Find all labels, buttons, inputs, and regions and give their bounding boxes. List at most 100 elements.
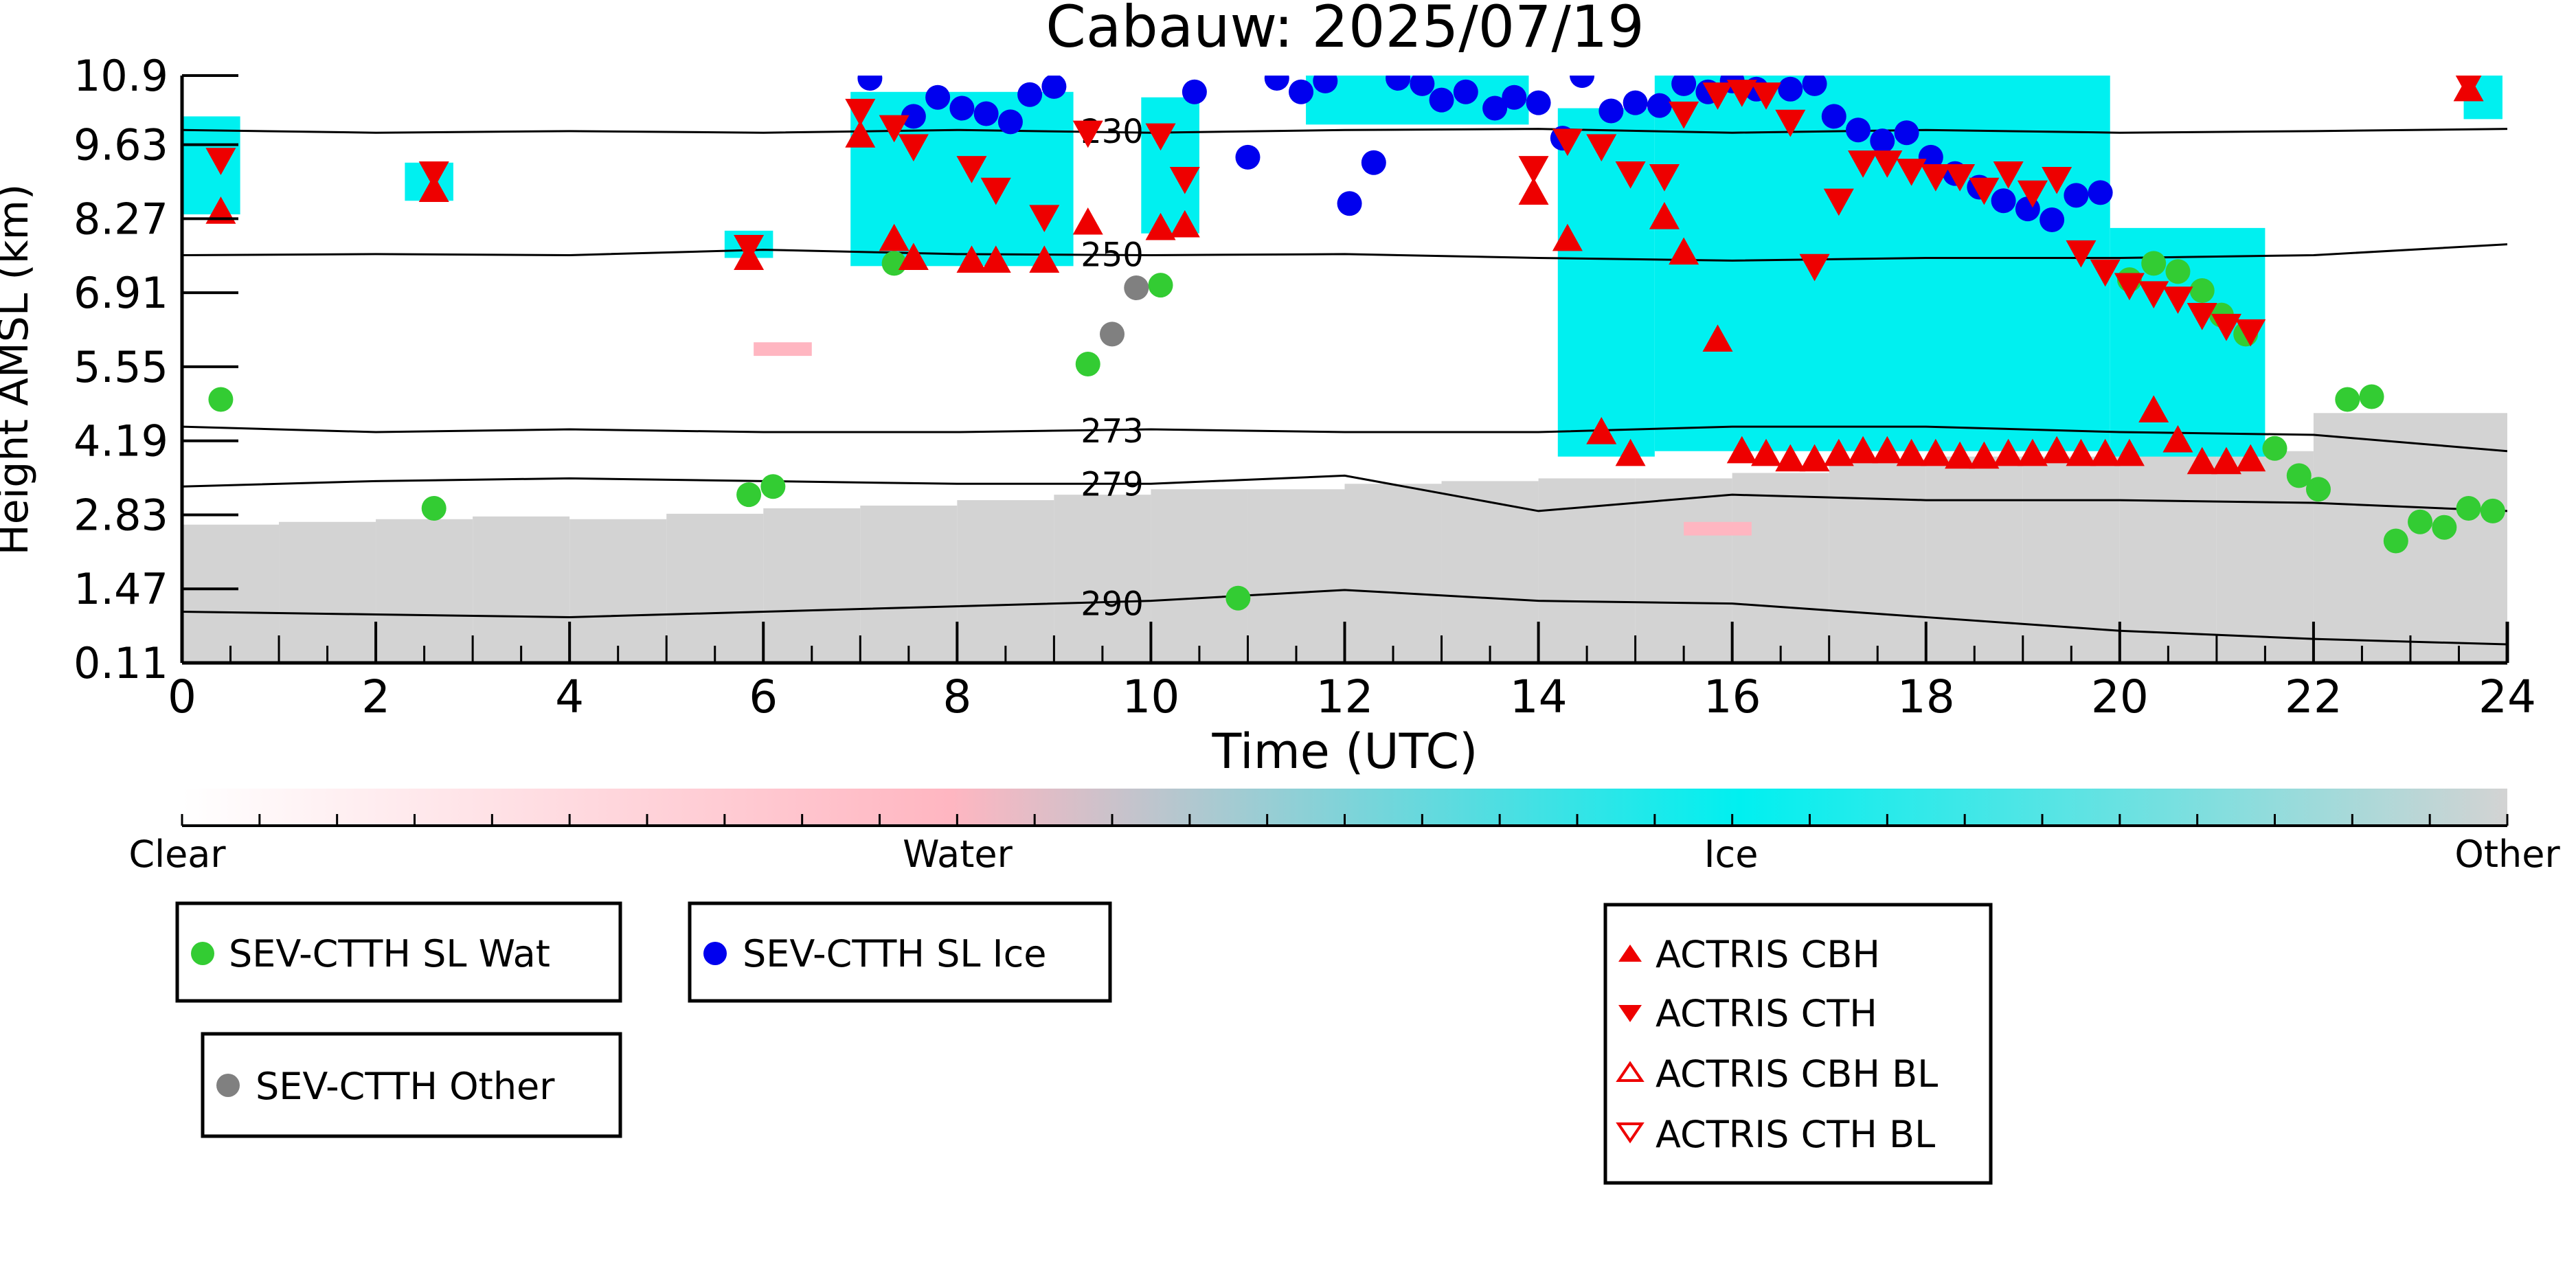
- legend-label-sev-other: SEV-CTTH Other: [256, 1065, 555, 1108]
- marker-1-point: [1337, 191, 1362, 216]
- marker-3-point: [1518, 177, 1549, 205]
- marker-3-point: [1552, 223, 1583, 251]
- marker-1-point: [1410, 76, 1435, 96]
- marker-3-point: [1848, 436, 1879, 464]
- other-phase-cell: [473, 516, 570, 663]
- marker-1-point: [857, 76, 883, 91]
- y-tick-label: 1.47: [74, 564, 168, 614]
- x-tick-label: 24: [2478, 670, 2536, 723]
- other-phase-cell: [1441, 481, 1539, 663]
- marker-1-point: [1918, 144, 1943, 170]
- marker-0-point: [760, 474, 786, 499]
- marker-0-point: [2359, 384, 2384, 409]
- x-tick-label: 20: [2091, 670, 2149, 723]
- other-phase-cell: [1344, 484, 1442, 663]
- marker-1-point: [1361, 150, 1386, 175]
- legend-label-actris-cbh-bl: ACTRIS CBH BL: [1656, 1052, 1938, 1096]
- legend-marker-sev-other: [216, 1074, 240, 1097]
- marker-1-point: [1671, 76, 1697, 96]
- axes: 0 2 4 6 8 10 12 14 16 18 20 22 240.111.472.834.195.5…: [74, 51, 2536, 723]
- contour-line: [182, 128, 2507, 134]
- contour-label: 290: [1081, 585, 1144, 624]
- marker-3-point: [2042, 436, 2072, 464]
- y-tick-label: 5.55: [74, 342, 168, 392]
- marker-4-point: [956, 156, 987, 183]
- marker-4-point: [2017, 180, 2048, 208]
- marker-0-point: [2335, 387, 2360, 412]
- marker-3-point: [1945, 441, 1976, 469]
- other-phase-cell: [1732, 473, 1829, 663]
- y-tick-label: 4.19: [74, 416, 168, 466]
- contour-line: [182, 425, 2507, 453]
- marker-4-point: [1649, 163, 1680, 192]
- x-axis-label: Time (UTC): [1212, 723, 1478, 780]
- marker-1-point: [1778, 76, 1803, 102]
- marker-4-point: [1029, 205, 1060, 233]
- y-axis-label: Height AMSL (km): [0, 184, 38, 556]
- marker-3-point: [2211, 447, 2241, 475]
- marker-4-point: [2455, 76, 2482, 99]
- legend-marker-actris-cth-bl: [1616, 1122, 1645, 1144]
- marker-1-point: [1647, 93, 1672, 118]
- marker-4-point: [1920, 163, 1951, 192]
- marker-1-point: [1453, 79, 1478, 104]
- other-phase-cell: [860, 505, 958, 663]
- marker-4-point: [1518, 156, 1549, 183]
- marker-1-point: [997, 109, 1023, 135]
- other-phase-cell: [1247, 489, 1345, 663]
- marker-1-point: [2040, 207, 2065, 232]
- colorbar-label-ice: Ice: [1704, 833, 1759, 876]
- contour-label: 250: [1081, 236, 1144, 275]
- marker-4-point: [2211, 313, 2241, 341]
- other-phase-cell: [1151, 489, 1248, 663]
- legend-marker-actris-cbh-bl: [1616, 1061, 1645, 1082]
- marker-4-point: [1969, 177, 2000, 205]
- y-tick-label: 10.9: [74, 51, 168, 101]
- marker-4-point: [1615, 161, 1646, 189]
- colorbar-ticks: [181, 814, 2509, 826]
- marker-4-point: [1896, 159, 1927, 186]
- x-tick-label: 14: [1510, 670, 1568, 723]
- marker-0-point: [2262, 436, 2287, 461]
- marker-1-point: [1821, 104, 1846, 129]
- marker-0-point: [421, 495, 447, 521]
- marker-4-point: [2187, 303, 2217, 330]
- other-phase-cell: [666, 513, 764, 663]
- colorbar-label-water: Water: [903, 833, 1013, 876]
- x-tick-label: 18: [1897, 670, 1955, 723]
- other-phase-cell: [957, 500, 1054, 663]
- other-phase-cell: [2119, 451, 2217, 663]
- legend-marker-sev-ice: [703, 942, 727, 965]
- data-markers: [205, 76, 2505, 611]
- x-tick-label: 8: [942, 670, 971, 723]
- contour-label: 273: [1081, 412, 1144, 451]
- chart-title: Cabauw: 2025/07/19: [1046, 0, 1644, 60]
- y-tick-label: 6.91: [74, 268, 168, 318]
- marker-3-point: [1993, 438, 2024, 466]
- marker-3-point: [1072, 207, 1103, 235]
- marker-3-point: [1169, 210, 1200, 238]
- marker-3-point: [1669, 237, 1699, 265]
- marker-3-point: [2138, 395, 2169, 422]
- legend-marker-actris-cth: [1618, 1005, 1642, 1022]
- marker-0-point: [1225, 585, 1251, 611]
- marker-4-point: [2235, 319, 2266, 347]
- marker-0-point: [1075, 351, 1100, 376]
- marker-3-point: [1649, 202, 1680, 229]
- marker-1-point: [1802, 76, 1827, 96]
- marker-1-point: [1182, 79, 1207, 104]
- marker-3-point: [2090, 438, 2121, 466]
- marker-4-point: [418, 161, 449, 189]
- marker-0-point: [2383, 528, 2408, 554]
- marker-1-point: [1264, 76, 1289, 91]
- marker-4-point: [1586, 134, 1617, 162]
- marker-3-point: [1799, 444, 1830, 472]
- marker-4-point: [879, 115, 909, 143]
- legend-label-actris-cth: ACTRIS CTH: [1656, 992, 1877, 1035]
- marker-1-point: [2064, 183, 2089, 208]
- other-phase-cell: [1925, 456, 2023, 663]
- marker-1-point: [1041, 76, 1067, 99]
- colorbar-label-other: Other: [2454, 833, 2560, 876]
